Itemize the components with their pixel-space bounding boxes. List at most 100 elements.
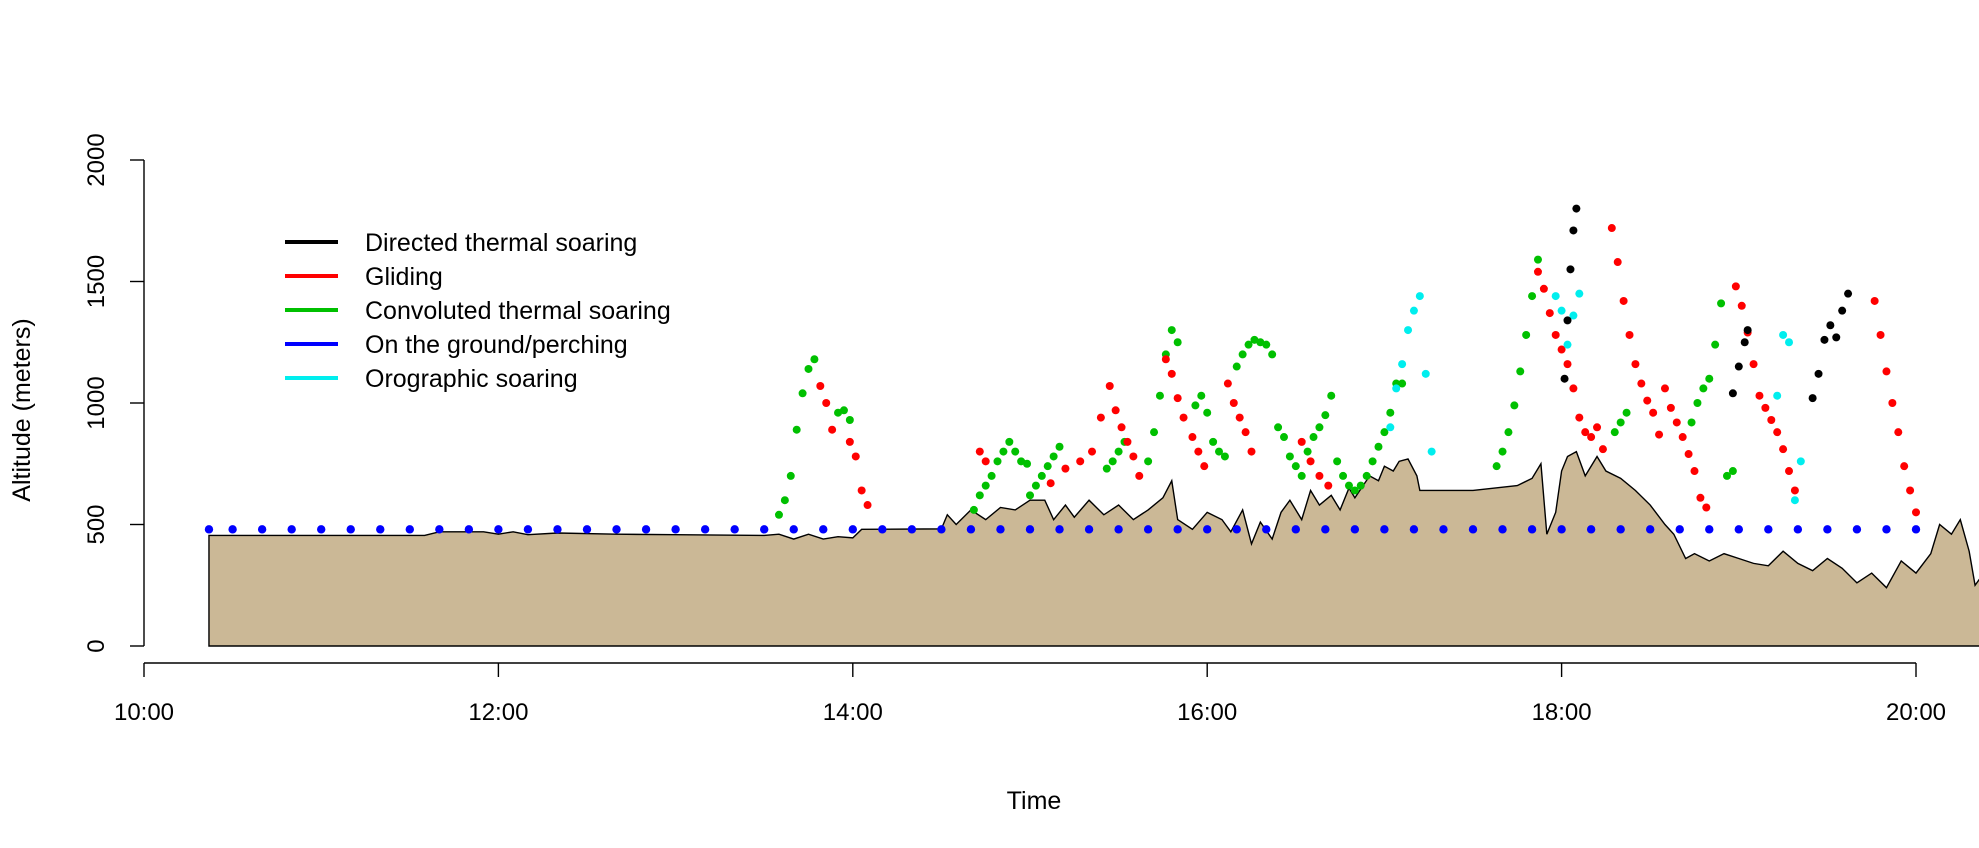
point-51 bbox=[1625, 330, 1634, 339]
point-6 bbox=[810, 355, 819, 364]
point-88 bbox=[1722, 471, 1731, 480]
series-on-the-ground-perching bbox=[204, 525, 1921, 534]
point-45 bbox=[1587, 433, 1596, 442]
point-14 bbox=[993, 457, 1002, 466]
point-20 bbox=[1026, 491, 1034, 500]
legend-item-0: Directed thermal soaring bbox=[285, 229, 637, 257]
point-2 bbox=[828, 425, 837, 434]
point-80 bbox=[1894, 428, 1903, 437]
point-16 bbox=[1117, 423, 1126, 432]
point-25 bbox=[1194, 447, 1203, 456]
series-directed-thermal-soaring bbox=[1560, 204, 1853, 403]
point-13 bbox=[582, 525, 592, 534]
point-72 bbox=[1498, 447, 1507, 456]
point-38 bbox=[1545, 309, 1554, 318]
point-54 bbox=[1303, 447, 1312, 456]
point-24 bbox=[907, 525, 917, 534]
point-34 bbox=[1315, 471, 1324, 480]
point-38 bbox=[1203, 408, 1212, 417]
point-36 bbox=[1262, 525, 1271, 534]
point-2 bbox=[257, 525, 267, 534]
point-30 bbox=[1144, 457, 1153, 466]
point-23 bbox=[1043, 462, 1052, 471]
point-49 bbox=[1646, 525, 1655, 534]
point-83 bbox=[1912, 508, 1920, 517]
point-33 bbox=[1173, 525, 1182, 534]
point-37 bbox=[1197, 391, 1206, 400]
point-48 bbox=[1268, 350, 1277, 359]
point-54 bbox=[1643, 396, 1652, 405]
point-6 bbox=[863, 501, 872, 510]
point-44 bbox=[1498, 525, 1507, 534]
point-35 bbox=[1232, 525, 1241, 534]
point-60 bbox=[1678, 433, 1687, 442]
point-61 bbox=[1684, 450, 1693, 459]
point-27 bbox=[1108, 457, 1117, 466]
point-29 bbox=[1055, 525, 1064, 534]
point-85 bbox=[1705, 374, 1714, 383]
x-tick-label: 12:00 bbox=[468, 699, 528, 726]
point-26 bbox=[1200, 462, 1209, 471]
point-52 bbox=[1734, 525, 1744, 534]
point-0 bbox=[1560, 374, 1569, 383]
point-81 bbox=[1900, 462, 1909, 471]
point-28 bbox=[1025, 525, 1035, 534]
point-14 bbox=[612, 525, 621, 534]
y-tick-label: 2000 bbox=[83, 133, 110, 186]
point-2 bbox=[1566, 265, 1575, 274]
point-54 bbox=[1793, 525, 1803, 534]
y-axis: 0 500 1000 1500 2000 bbox=[83, 133, 145, 653]
point-5 bbox=[857, 486, 866, 495]
point-4 bbox=[798, 389, 807, 398]
point-50 bbox=[1619, 296, 1628, 305]
point-50 bbox=[1279, 433, 1288, 442]
point-22 bbox=[1173, 394, 1182, 403]
point-76 bbox=[1522, 330, 1531, 339]
point-18 bbox=[1129, 452, 1138, 461]
point-5 bbox=[346, 525, 355, 534]
point-64 bbox=[1702, 503, 1711, 512]
point-67 bbox=[1380, 428, 1389, 437]
point-14 bbox=[1105, 381, 1114, 390]
point-17 bbox=[1011, 447, 1020, 456]
point-41 bbox=[1409, 525, 1419, 534]
point-13 bbox=[1832, 333, 1841, 342]
point-79 bbox=[1610, 428, 1619, 437]
point-12 bbox=[981, 481, 990, 490]
point-4 bbox=[1572, 204, 1581, 213]
point-1 bbox=[1563, 316, 1572, 325]
point-3 bbox=[287, 525, 296, 534]
legend-item-3: On the ground/perching bbox=[285, 331, 628, 359]
point-0 bbox=[816, 381, 825, 390]
point-21 bbox=[819, 525, 828, 534]
point-66 bbox=[1374, 442, 1383, 451]
point-22 bbox=[1037, 471, 1046, 480]
point-56 bbox=[1655, 430, 1664, 439]
point-83 bbox=[1693, 399, 1702, 407]
x-tick-label: 14:00 bbox=[823, 699, 883, 726]
point-65 bbox=[1368, 457, 1377, 466]
y-tick-label: 1500 bbox=[83, 255, 110, 308]
point-69 bbox=[1755, 391, 1764, 400]
point-4 bbox=[1409, 306, 1418, 315]
point-37 bbox=[1291, 525, 1301, 534]
point-74 bbox=[1510, 401, 1519, 410]
point-5 bbox=[804, 364, 813, 373]
point-53 bbox=[1764, 525, 1773, 534]
point-81 bbox=[1622, 408, 1631, 417]
point-20 bbox=[1161, 355, 1170, 364]
point-51 bbox=[1285, 452, 1294, 461]
point-58 bbox=[1666, 403, 1675, 412]
point-34 bbox=[1167, 326, 1176, 335]
point-50 bbox=[1675, 525, 1684, 534]
point-42 bbox=[1569, 384, 1578, 393]
point-11 bbox=[1076, 457, 1085, 466]
point-15 bbox=[1844, 289, 1853, 298]
legend-label: Convoluted thermal soaring bbox=[365, 297, 671, 325]
point-10 bbox=[1563, 340, 1572, 349]
point-6 bbox=[376, 525, 385, 534]
point-36 bbox=[1191, 401, 1200, 410]
x-tick-label: 16:00 bbox=[1177, 699, 1237, 726]
point-13 bbox=[1773, 391, 1782, 400]
